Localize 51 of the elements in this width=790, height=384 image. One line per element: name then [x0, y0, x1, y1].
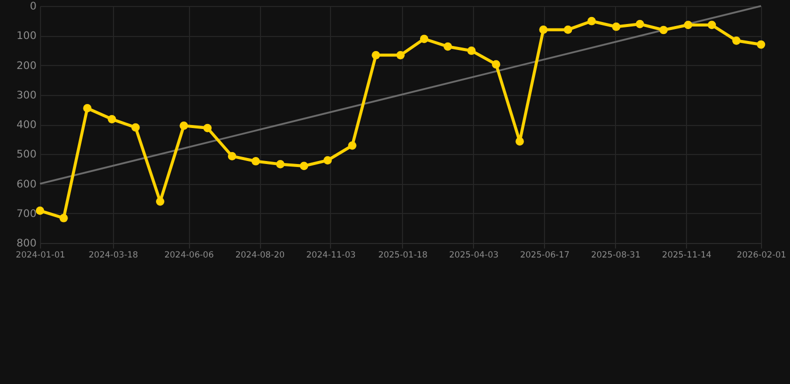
y-tick-label: 200 [16, 60, 36, 72]
x-tick-label: 2024-08-20 [235, 250, 285, 260]
point [276, 160, 285, 168]
point [516, 137, 524, 146]
point [372, 51, 380, 60]
point [444, 42, 452, 51]
point [396, 51, 405, 60]
x-tick-label: 2024-11-03 [306, 250, 356, 260]
y-tick-label: 400 [16, 119, 36, 131]
point [587, 16, 596, 26]
x-tick-label: 2025-01-18 [378, 250, 428, 260]
y-tick-label: 800 [16, 238, 36, 250]
point [83, 104, 92, 112]
point [467, 46, 476, 55]
point [348, 141, 356, 150]
point [180, 122, 188, 130]
point [492, 60, 500, 69]
point [756, 40, 766, 49]
point [252, 157, 260, 166]
x-tick-label: 2026-02-01 [736, 250, 786, 260]
y-tick-label: 0 [30, 0, 36, 12]
x-tick-label: 2025-04-03 [449, 250, 499, 260]
point [420, 34, 428, 44]
point [539, 26, 548, 34]
point [636, 20, 644, 28]
y-tick-label: 700 [16, 208, 36, 220]
point [732, 36, 741, 45]
y-tick-label: 300 [16, 89, 36, 102]
point [564, 26, 572, 34]
point [131, 123, 140, 132]
point [108, 114, 116, 124]
point [36, 206, 44, 215]
point [156, 197, 164, 206]
x-tick-label: 2024-06-06 [164, 250, 214, 260]
point [323, 156, 332, 165]
y-tick-label: 600 [16, 178, 36, 190]
point [228, 152, 236, 160]
point [659, 26, 668, 34]
x-tick-label: 2025-06-17 [520, 250, 570, 260]
x-tick-label: 2024-03-18 [88, 250, 138, 260]
point [300, 162, 308, 170]
point [203, 124, 212, 132]
point [612, 22, 620, 31]
point [59, 214, 68, 222]
x-tick-label: 2025-08-31 [591, 250, 640, 260]
x-tick-label: 2024-01-01 [16, 250, 66, 260]
point [708, 20, 716, 30]
point [684, 20, 692, 30]
x-tick-label: 2025-11-14 [662, 250, 712, 260]
y-tick-label: 100 [16, 30, 36, 42]
y-tick-label: 500 [16, 148, 36, 161]
